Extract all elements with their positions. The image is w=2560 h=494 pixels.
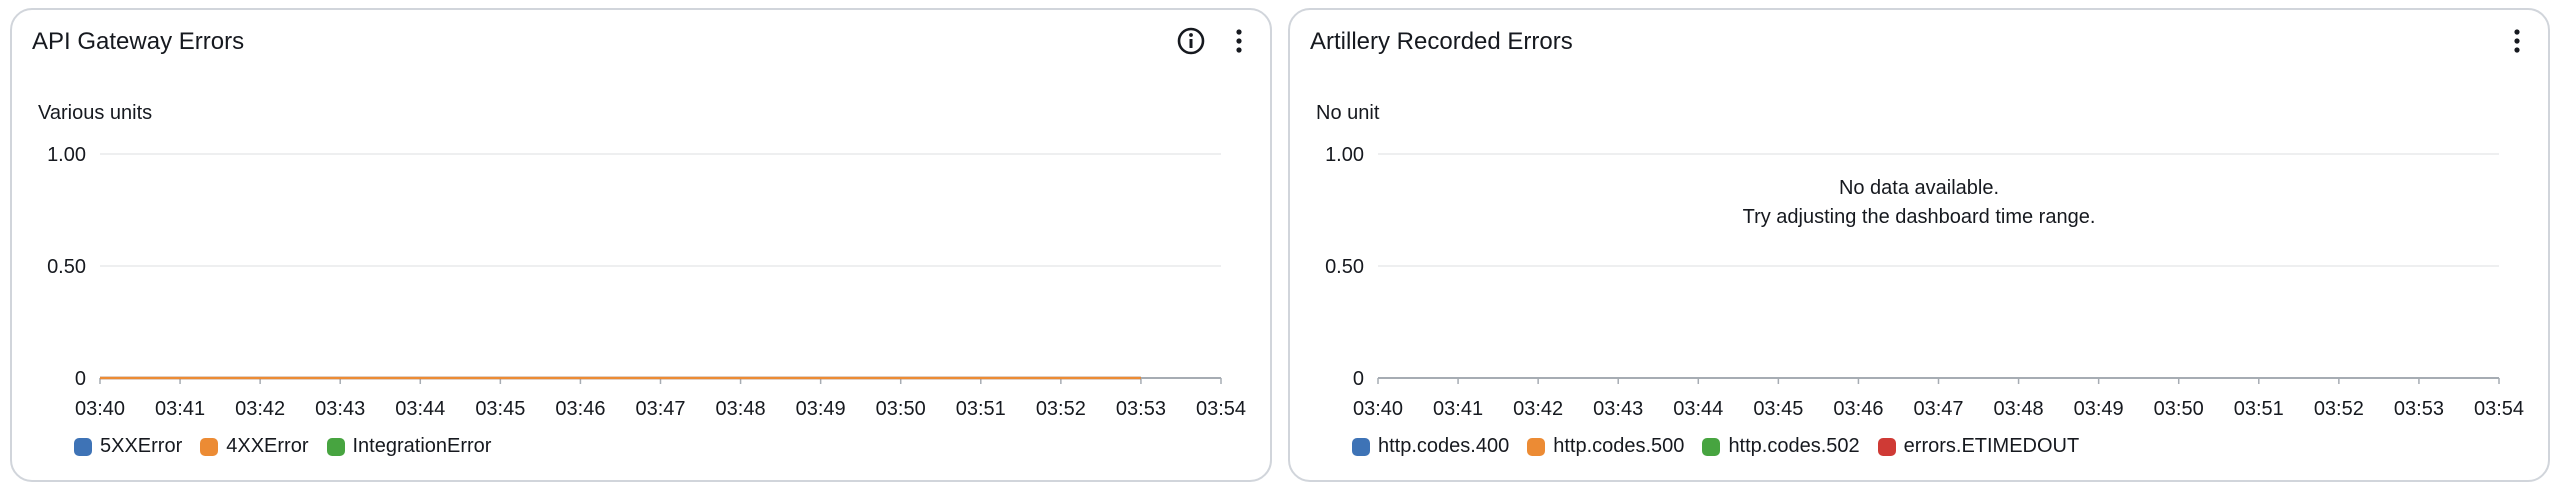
x-tick-label: 03:53 <box>2394 398 2444 420</box>
legend-label: http.codes.400 <box>1378 435 1510 457</box>
legend-swatch <box>1877 437 1896 456</box>
x-tick-label: 03:41 <box>155 398 205 420</box>
legend-label: 4XXError <box>226 435 309 457</box>
x-tick-label: 03:40 <box>1353 398 1403 420</box>
x-tick-label: 03:42 <box>1513 398 1563 420</box>
x-tick-label: 03:54 <box>2474 398 2524 420</box>
x-tick-label: 03:46 <box>1833 398 1883 420</box>
x-tick-label: 03:46 <box>555 398 605 420</box>
no-data-message: No data available. Try adjusting the das… <box>1290 174 2548 232</box>
legend-item[interactable]: http.codes.400 <box>1352 435 1509 458</box>
legend-swatch <box>1352 437 1370 456</box>
x-tick-label: 03:54 <box>1196 398 1246 420</box>
x-tick-label: 03:45 <box>475 398 525 420</box>
chart-artillery-recorded-errors: 1.00 0.50 0 03:40 03:41 03:42 03:43 03:44 03:45 0… <box>1325 144 2524 420</box>
widget-actions <box>2500 24 2534 58</box>
widget-api-gateway-errors: API Gateway Errors Various units 1.00 0.5… <box>10 8 1272 482</box>
x-tick-label: 03:42 <box>235 398 285 420</box>
widget-artillery-recorded-errors: Artillery Recorded Errors No unit 1.00 0.… <box>1288 8 2550 482</box>
more-options-icon[interactable] <box>1222 24 1256 58</box>
no-data-line-2: Try adjusting the dashboard time range. <box>1742 206 2096 228</box>
x-tick-label: 03:49 <box>796 398 846 420</box>
x-tick-label: 03:44 <box>395 398 445 420</box>
x-tick-label: 03:43 <box>315 398 365 420</box>
x-tick-label: 03:47 <box>635 398 685 420</box>
x-tick-label: 03:48 <box>716 398 766 420</box>
x-tick-label: 03:52 <box>1036 398 1086 420</box>
legend-swatch <box>1527 437 1546 456</box>
no-data-line-1: No data available. <box>1838 177 2000 199</box>
x-tick-label: 03:53 <box>1116 398 1166 420</box>
widget-title: Artillery Recorded Errors <box>1310 28 1573 55</box>
legend-label: http.codes.500 <box>1553 435 1685 457</box>
legend-label: http.codes.502 <box>1728 435 1860 457</box>
y-unit-label: No unit <box>1316 102 1380 124</box>
x-tick-label: 03:49 <box>2074 398 2124 420</box>
legend-swatch <box>326 437 345 456</box>
x-tick-label: 03:47 <box>1913 398 1963 420</box>
legend-item[interactable]: 4XXError <box>200 435 309 458</box>
legend-label: 5XXError <box>100 435 183 457</box>
x-tick-label: 03:44 <box>1673 398 1723 420</box>
widget-title: API Gateway Errors <box>32 28 245 55</box>
y-tick-label: 0.50 <box>1325 256 1364 278</box>
widget-actions <box>1174 24 1256 58</box>
y-tick-label: 1.00 <box>47 144 86 166</box>
chart-legend: 5XXError 4XXError IntegrationError <box>74 435 491 458</box>
legend-item[interactable]: http.codes.500 <box>1527 435 1684 458</box>
y-unit-label: Various units <box>38 102 153 124</box>
more-options-icon[interactable] <box>2500 24 2534 58</box>
x-tick-label: 03:51 <box>956 398 1006 420</box>
chart-api-gateway-errors: 1.00 0.50 0 03:40 03:41 03:42 03:43 03:44 03:45 0… <box>47 144 1246 420</box>
legend-item[interactable]: IntegrationError <box>326 435 492 458</box>
x-tick-label: 03:50 <box>2154 398 2204 420</box>
legend-item[interactable]: http.codes.502 <box>1702 435 1860 458</box>
x-tick-label: 03:51 <box>2234 398 2284 420</box>
legend-item[interactable]: errors.ETIMEDOUT <box>1877 435 2080 458</box>
legend-swatch <box>200 437 219 456</box>
legend-swatch <box>1702 437 1721 456</box>
y-tick-label: 0.50 <box>47 256 86 278</box>
x-tick-label: 03:41 <box>1433 398 1483 420</box>
x-tick-label: 03:40 <box>75 398 125 420</box>
chart-legend: http.codes.400 http.codes.500 http.codes.5… <box>1352 435 2079 458</box>
x-tick-label: 03:43 <box>1593 398 1643 420</box>
y-tick-label: 0 <box>75 368 86 390</box>
y-tick-label: 1.00 <box>1325 144 1364 166</box>
x-tick-label: 03:45 <box>1753 398 1803 420</box>
legend-swatch <box>74 437 92 456</box>
legend-label: IntegrationError <box>352 435 492 457</box>
x-tick-label: 03:52 <box>2314 398 2364 420</box>
x-tick-label: 03:50 <box>876 398 926 420</box>
legend-item[interactable]: 5XXError <box>74 435 182 458</box>
legend-label: errors.ETIMEDOUT <box>1903 435 2080 457</box>
info-icon[interactable] <box>1174 24 1208 58</box>
x-tick-label: 03:48 <box>1994 398 2044 420</box>
y-tick-label: 0 <box>1353 368 1364 390</box>
